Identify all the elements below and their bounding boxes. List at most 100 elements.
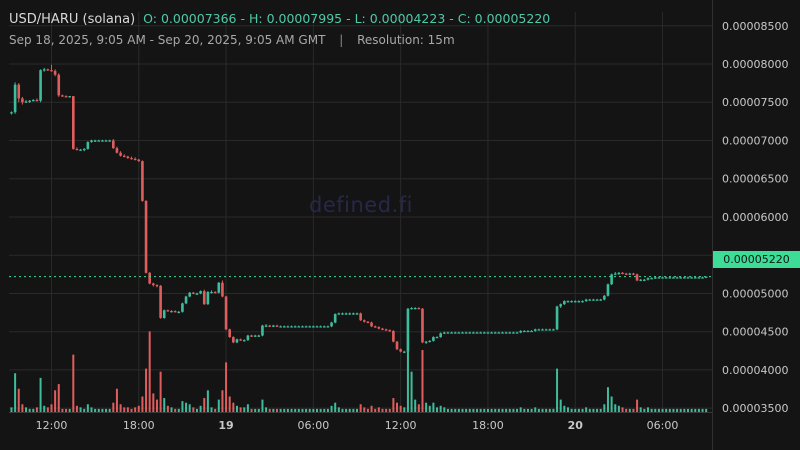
volume-bar [28, 408, 31, 412]
volume-bar [381, 408, 384, 412]
volume-bar [308, 408, 311, 412]
candle-body [399, 349, 402, 352]
candle-body [330, 322, 333, 327]
volume-bar [665, 408, 668, 412]
candle-body [675, 277, 679, 279]
candle-body [166, 310, 170, 312]
candle-body [308, 326, 312, 328]
volume-bar [65, 408, 68, 412]
volume-bar [385, 408, 388, 412]
volume-bar [486, 408, 489, 412]
candle-body [17, 84, 21, 99]
volume-bar [476, 408, 479, 412]
volume-bar [574, 408, 577, 412]
candle-body [526, 330, 530, 333]
candle-body [104, 140, 108, 142]
candle-body [71, 96, 75, 149]
grid [9, 0, 713, 450]
candle-body [162, 310, 166, 318]
volume-bar [461, 408, 464, 412]
candle-body [173, 311, 177, 313]
volume-bar [90, 407, 93, 412]
volume-bar [221, 390, 224, 412]
candle-body [126, 156, 130, 159]
candle-body [282, 326, 286, 328]
candle-body [643, 279, 646, 281]
candle-body [312, 326, 315, 328]
volume-bar [377, 407, 380, 412]
volume-bar [232, 402, 235, 412]
candle-body [319, 326, 322, 328]
candle-body [661, 277, 664, 279]
volume-bar [686, 408, 689, 412]
candle-body [97, 140, 101, 142]
volume-bar [694, 408, 697, 412]
volume-bar [621, 407, 624, 412]
candle-body [552, 329, 555, 331]
volume-bar [472, 408, 475, 412]
volume-bar [392, 398, 395, 412]
volume-bar [705, 408, 708, 412]
candle-body [31, 99, 35, 102]
candle-body [275, 325, 279, 327]
candle-body [10, 112, 13, 114]
volume-bar [286, 408, 289, 412]
volume-bar [14, 373, 17, 412]
volume-bar [446, 408, 449, 412]
candle-body [610, 274, 613, 285]
candle-body [588, 299, 592, 301]
volume-bar [348, 408, 351, 412]
candle-body [537, 329, 541, 331]
volume-bar [75, 405, 78, 412]
volume-bar [337, 407, 340, 412]
volume-bar [97, 408, 100, 412]
candle-body [21, 98, 24, 103]
x-tick-label: 20 [568, 419, 584, 432]
volume-bar [86, 404, 89, 412]
volume-bar [217, 399, 220, 412]
volume-bar [214, 408, 217, 412]
candle-body [606, 284, 610, 296]
candle-body [366, 321, 370, 323]
candle-body [61, 95, 64, 97]
volume-bar [119, 404, 122, 412]
close-value: C: 0.00005220 [457, 11, 551, 26]
volume-bar [315, 408, 318, 412]
candle-body [322, 326, 326, 328]
volume-bar [359, 404, 362, 412]
volume-bar [290, 408, 293, 412]
candle-body [595, 299, 599, 301]
candle-body [304, 326, 308, 328]
x-tick-label: 06:00 [298, 419, 330, 432]
candle-body [50, 70, 53, 72]
candle-body [599, 299, 603, 301]
candle-body [268, 325, 272, 327]
volume-bar [228, 396, 231, 412]
candle-body [570, 301, 573, 303]
volume-bar [54, 390, 57, 412]
volume-bar [35, 407, 38, 412]
volume-bar [39, 377, 42, 412]
candle-body [264, 325, 268, 327]
volume-bar [501, 408, 504, 412]
candle-body [686, 277, 690, 279]
volume-bar [370, 405, 373, 412]
candle-body [664, 277, 668, 279]
candle-body [355, 313, 359, 315]
volume-bar [108, 408, 111, 412]
volume-bar [319, 408, 322, 412]
candle-body [86, 142, 90, 149]
volume-bar [465, 408, 468, 412]
volume-bar [585, 407, 588, 412]
volume-bar [505, 408, 508, 412]
volume-bar [46, 407, 49, 412]
open-value: O: 0.00007366 [143, 11, 237, 26]
candle-body [701, 277, 704, 279]
low-value: L: 0.00004223 [354, 11, 446, 26]
volume-bar [185, 402, 188, 412]
candle-body [395, 341, 399, 350]
candle-body [79, 149, 82, 151]
volume-bar [537, 408, 540, 412]
candle-body [406, 308, 410, 352]
